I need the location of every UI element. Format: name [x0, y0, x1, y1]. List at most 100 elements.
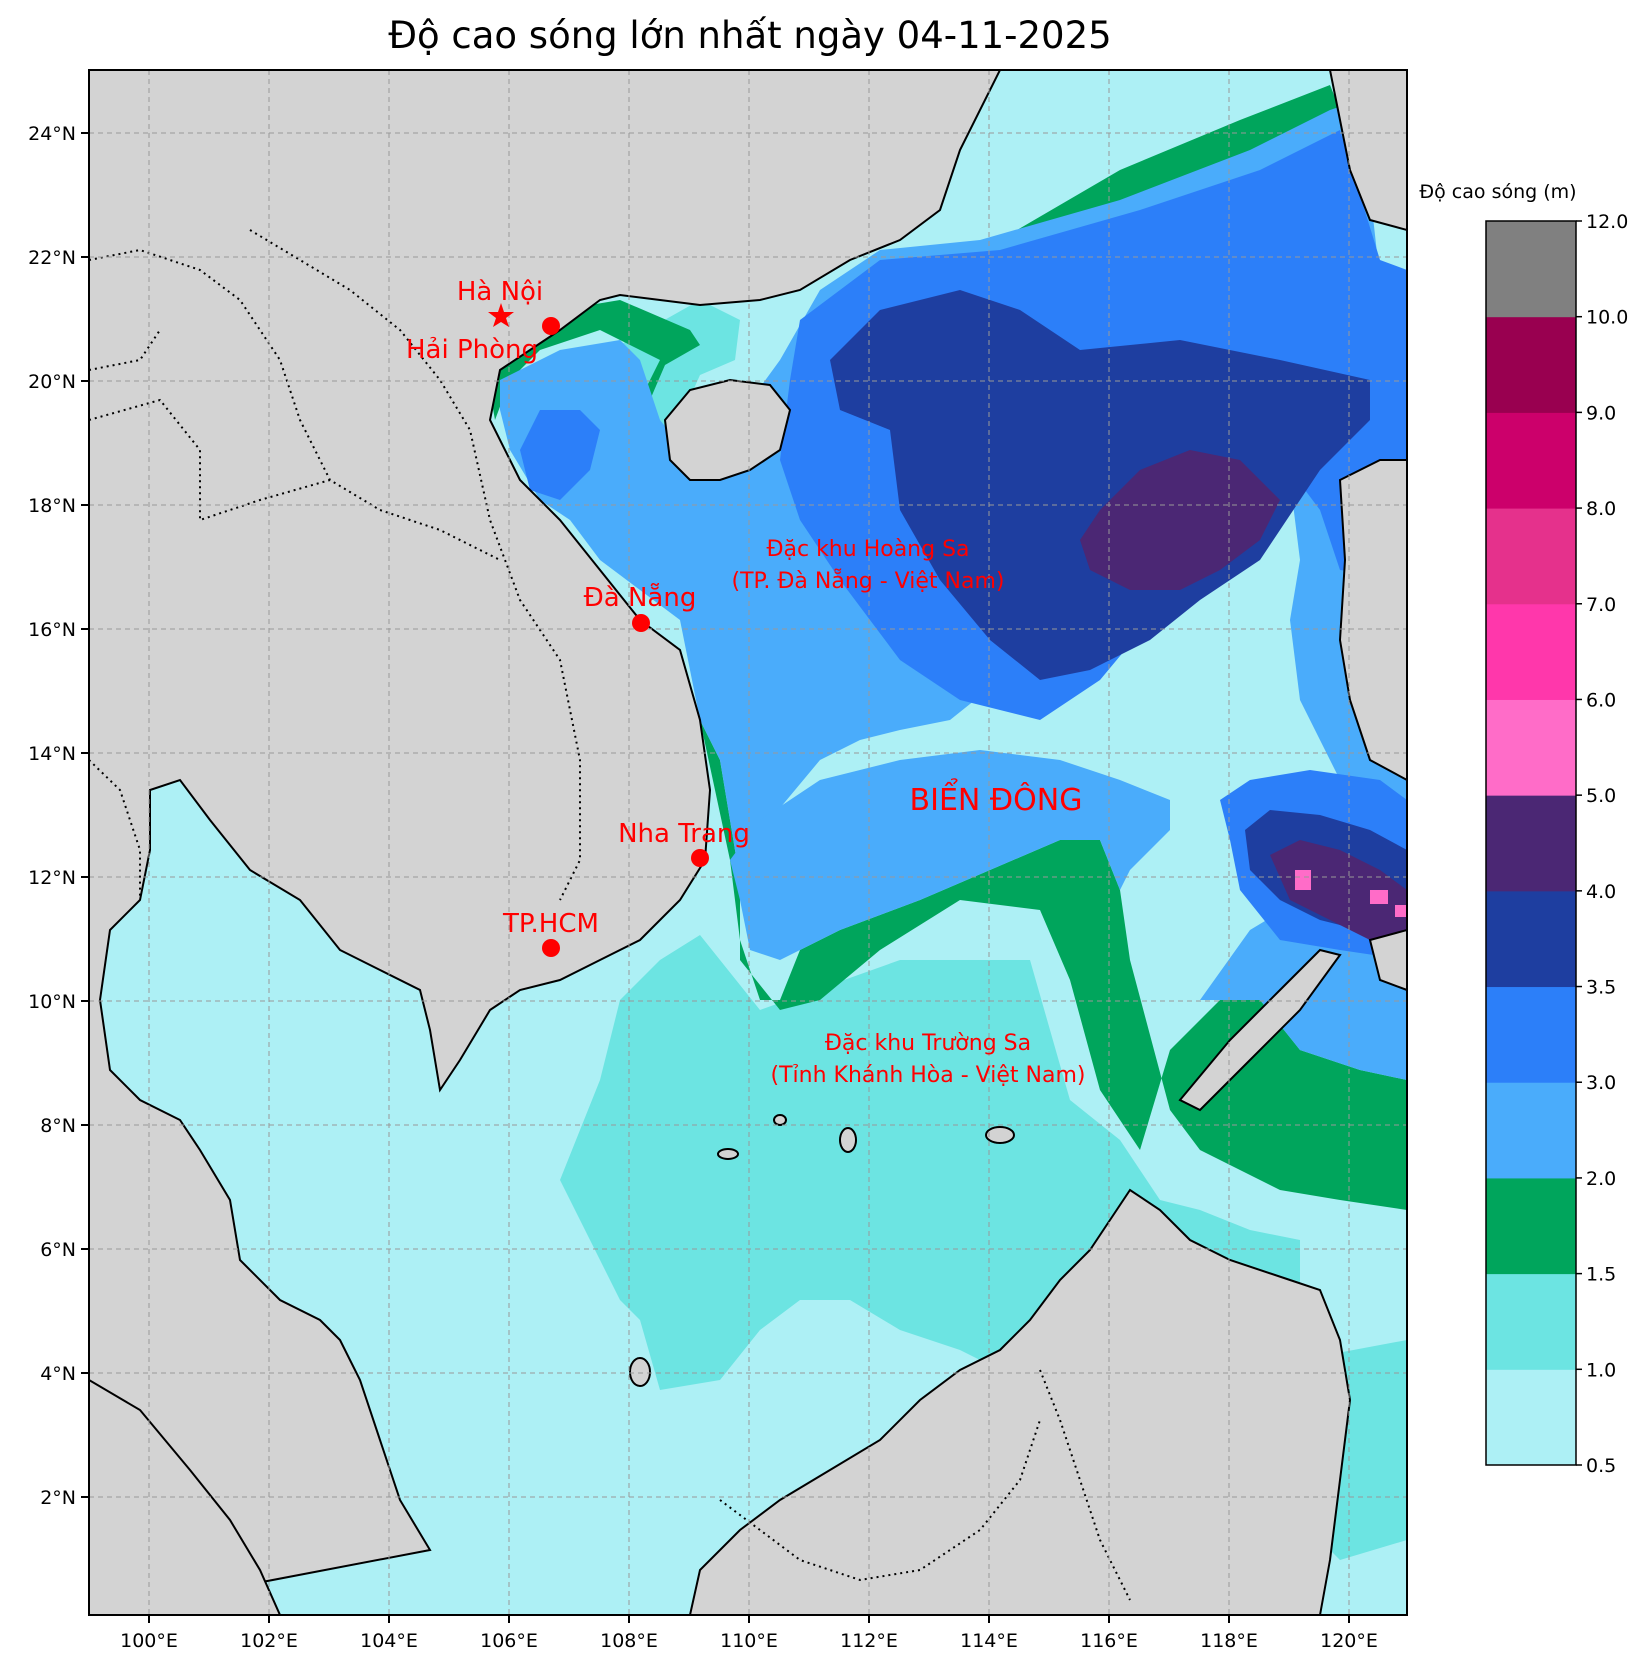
country-borders [89, 229, 1131, 1601]
city-hanoi[interactable]: Hà Nội [457, 277, 543, 327]
land-hainan [663, 378, 792, 481]
colorbar-segment [1486, 1082, 1576, 1179]
colorbar-segment [1486, 890, 1576, 988]
y-tick-label: 10°N [28, 991, 76, 1013]
city-tphcm-label: TP.HCM [502, 909, 599, 939]
bien-dong-label: BIỂN ĐÔNG [910, 777, 1083, 818]
region-labels: Đặc khu Hoàng Sa (TP. Đà Nẵng - Việt Nam… [732, 537, 1086, 1088]
colorbar-segment [1486, 316, 1576, 413]
colorbar-tick-label: 10.0 [1586, 307, 1628, 329]
colorbar-tick-label: 4.0 [1586, 881, 1616, 903]
y-tick-label: 22°N [28, 247, 76, 269]
city-danang-dot [632, 614, 650, 632]
map-area [89, 70, 1407, 1615]
truong-sa-label-1: Đặc khu Trường Sa [825, 1031, 1031, 1056]
colorbar-tick-label: 8.0 [1586, 498, 1616, 520]
colorbar-segment [1486, 1369, 1576, 1466]
wave-zone-2-3m-south [730, 750, 1170, 960]
x-tick-label: 108°E [600, 1630, 658, 1652]
y-tick-label: 4°N [40, 1363, 76, 1385]
colorbar-label: Độ cao sóng (m) [1419, 181, 1576, 203]
colorbar-segment [1486, 412, 1576, 509]
wave-zone-4-5m [1080, 450, 1280, 590]
y-tick-label: 6°N [40, 1239, 76, 1261]
city-danang[interactable]: Đà Nẵng [584, 582, 697, 632]
city-hanoi-star [488, 303, 514, 327]
colorbar-tick-label: 5.0 [1586, 785, 1616, 807]
y-tick-label: 14°N [28, 743, 76, 765]
truong-sa-label-2: (Tỉnh Khánh Hòa - Việt Nam) [771, 1063, 1086, 1088]
city-danang-label: Đà Nẵng [584, 582, 697, 613]
colorbar-tick-label: 2.0 [1586, 1168, 1616, 1190]
land-palawan [1178, 948, 1342, 1112]
land-mindoro [1368, 928, 1407, 992]
y-tick-label: 16°N [28, 619, 76, 641]
x-tick-label: 100°E [120, 1630, 178, 1652]
x-tick-label: 106°E [480, 1630, 538, 1652]
land [89, 70, 1407, 1615]
colorbar-segment [1486, 699, 1576, 796]
island-e [773, 1114, 787, 1126]
colorbar-tick-label: 7.0 [1586, 594, 1616, 616]
x-tick-label: 120°E [1320, 1630, 1378, 1652]
island-d [717, 1148, 739, 1160]
colorbar: Độ cao sóng (m) 0.5 1.0 1.5 2.0 3.0 3.5 4.0 5.0… [1419, 181, 1628, 1477]
colorbar-tick-label: 1.5 [1586, 1264, 1616, 1286]
y-tick-label: 20°N [28, 371, 76, 393]
city-nhatrang[interactable]: Nha Trang [618, 819, 750, 867]
colorbar-tick-label: 0.5 [1586, 1455, 1616, 1477]
y-tick-label: 18°N [28, 495, 76, 517]
y-tick-label: 2°N [40, 1487, 76, 1509]
colorbar-tick-label: 6.0 [1586, 689, 1616, 711]
x-tick-label: 116°E [1080, 1630, 1138, 1652]
city-nhatrang-dot [691, 849, 709, 867]
colorbar-tick-label: 12.0 [1586, 211, 1628, 233]
cities: Hà Nội Hải Phòng Đà Nẵng Nha Trang TP.HC… [406, 277, 750, 957]
land-sumatra [89, 1378, 282, 1615]
wave-zone-1.5-2m-strait [1000, 85, 1340, 240]
wave-zone-5-6m-a [1295, 870, 1311, 890]
colorbar-segment [1486, 603, 1576, 700]
city-nhatrang-label: Nha Trang [618, 819, 750, 849]
y-axis: 24°N 22°N 20°N 18°N 16°N 14°N 12°N 10°N 8°N 6°N 4°… [28, 123, 89, 1509]
colorbar-segment [1486, 508, 1576, 605]
x-tick-label: 102°E [240, 1630, 298, 1652]
y-tick-label: 8°N [40, 1115, 76, 1137]
wave-zone-3-3.5m-w [520, 410, 600, 500]
x-tick-label: 104°E [360, 1630, 418, 1652]
city-haiphong-label: Hải Phòng [406, 335, 538, 365]
wave-zone-5-6m-b [1370, 890, 1388, 904]
land-luzon [1338, 459, 1407, 782]
x-tick-label: 112°E [840, 1630, 898, 1652]
colorbar-tick-label: 3.0 [1586, 1072, 1616, 1094]
colorbar-frame [1485, 220, 1577, 1466]
x-tick-label: 118°E [1200, 1630, 1258, 1652]
x-tick-label: 114°E [960, 1630, 1018, 1652]
wave-zone-3.5-4m [830, 290, 1370, 680]
colorbar-segment [1486, 1177, 1576, 1275]
island-c [629, 1357, 651, 1387]
island-b [985, 1126, 1015, 1144]
wave-zone-4-5m-e [1270, 840, 1407, 940]
city-haiphong[interactable]: Hải Phòng [406, 317, 560, 365]
gridlines [89, 70, 1407, 1615]
colorbar-tick-label: 9.0 [1586, 402, 1616, 424]
city-hanoi-label: Hà Nội [457, 277, 543, 307]
city-haiphong-dot [542, 317, 560, 335]
city-tphcm[interactable]: TP.HCM [502, 909, 599, 957]
colorbar-tick-label: 1.0 [1586, 1359, 1616, 1381]
colorbar-segment [1486, 221, 1576, 318]
city-tphcm-dot [542, 939, 560, 957]
hoang-sa-label-2: (TP. Đà Nẵng - Việt Nam) [732, 568, 1005, 594]
island-a [839, 1127, 857, 1153]
colorbar-tick-label: 3.5 [1586, 977, 1616, 999]
colorbar-segment [1486, 795, 1576, 892]
wave-zone-5-6m-c [1395, 905, 1407, 917]
x-axis: 100°E 102°E 104°E 106°E 108°E 110°E 112°E 114°E… [120, 1615, 1378, 1652]
wave-zone-1.5-2m [700, 720, 1407, 1210]
colorbar-segment [1486, 1273, 1576, 1370]
y-tick-label: 12°N [28, 867, 76, 889]
map-title: Độ cao sóng lớn nhất ngày 04-11-2025 [388, 14, 1112, 57]
x-tick-label: 110°E [720, 1630, 778, 1652]
